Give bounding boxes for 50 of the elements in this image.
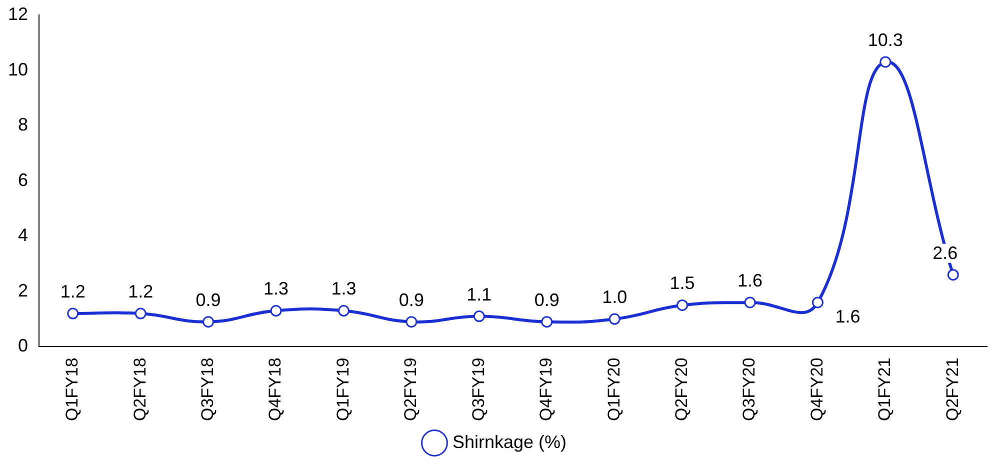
y-tick-label: 10 bbox=[8, 59, 28, 80]
data-label: 1.6 bbox=[737, 270, 763, 290]
data-label: 1.1 bbox=[466, 284, 492, 304]
x-tick-label: Q1FY19 bbox=[333, 358, 352, 421]
x-tick-label: Q3FY19 bbox=[468, 358, 488, 421]
point bbox=[812, 296, 824, 308]
x-tick-label: Q1FY20 bbox=[604, 358, 624, 421]
data-label: 0.9 bbox=[196, 290, 221, 310]
x-tick-label: Q4FY20 bbox=[807, 358, 826, 421]
data-label: 1.5 bbox=[670, 273, 695, 294]
point bbox=[541, 316, 553, 328]
y-tick-label: 2 bbox=[18, 280, 28, 300]
data-label: 1.3 bbox=[331, 278, 356, 299]
x-tick-label: Q4FY19 bbox=[536, 358, 556, 421]
data-label: 1.6 bbox=[835, 306, 860, 326]
data-label: 1.2 bbox=[128, 281, 154, 302]
point bbox=[202, 316, 214, 328]
x-tick-label: Q2FY20 bbox=[672, 358, 691, 421]
point bbox=[676, 299, 688, 311]
point bbox=[947, 269, 959, 281]
legend-label: Shirnkage (%) bbox=[452, 432, 567, 452]
point bbox=[270, 305, 282, 317]
data-label: 0.9 bbox=[534, 290, 560, 310]
point bbox=[67, 308, 79, 320]
point bbox=[608, 313, 620, 325]
data-label: 0.9 bbox=[398, 290, 424, 310]
point bbox=[406, 316, 418, 328]
x-tick-label: Q2FY21 bbox=[942, 358, 962, 421]
point bbox=[338, 305, 350, 317]
point bbox=[473, 310, 485, 322]
x-tick-label: Q2FY18 bbox=[130, 358, 150, 421]
point bbox=[744, 296, 756, 308]
y-tick-label: 8 bbox=[18, 114, 28, 135]
y-tick-label: 0 bbox=[18, 336, 28, 356]
data-label: 1.2 bbox=[60, 281, 86, 302]
data-label: 1.0 bbox=[602, 287, 628, 308]
x-tick-label: Q3FY20 bbox=[740, 358, 759, 421]
data-label: 2.6 bbox=[932, 242, 958, 263]
y-tick-label: 12 bbox=[8, 4, 28, 24]
x-tick-label: Q2FY19 bbox=[401, 358, 420, 421]
x-tick-label: Q4FY18 bbox=[266, 358, 285, 421]
point bbox=[880, 56, 892, 68]
x-tick-label: Q3FY18 bbox=[198, 358, 217, 421]
y-tick-label: 4 bbox=[18, 225, 28, 246]
point bbox=[134, 308, 146, 320]
y-tick-label: 6 bbox=[18, 170, 28, 190]
x-tick-label: Q1FY21 bbox=[875, 358, 894, 421]
data-label: 10.3 bbox=[868, 30, 903, 50]
data-label: 1.3 bbox=[264, 278, 289, 299]
x-tick-label: Q1FY18 bbox=[62, 358, 82, 421]
